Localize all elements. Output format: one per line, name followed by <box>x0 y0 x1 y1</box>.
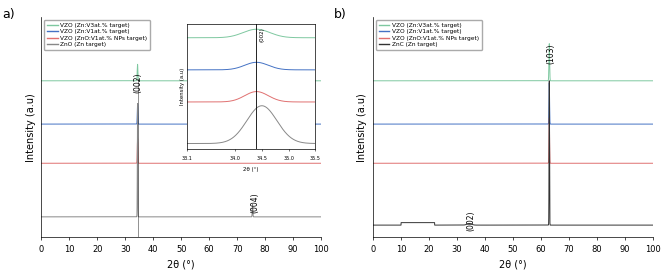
ZnC (Zn target) <box>569 224 577 227</box>
VZO (ZnO:V1at.% NPs target) <box>170 162 178 165</box>
VZO (Zn:V3at.% target) <box>569 79 577 83</box>
VZO (ZnO:V1at.% NPs target) <box>237 162 246 165</box>
VZO (Zn:V3at.% target) <box>539 79 547 83</box>
VZO (Zn:V3at.% target) <box>37 79 45 83</box>
Text: (002): (002) <box>133 73 142 93</box>
ZnC (Zn target) <box>631 224 639 227</box>
VZO (ZnO:V1at.% NPs target) <box>501 162 509 165</box>
Text: (103): (103) <box>546 43 555 64</box>
VZO (ZnO:V1at.% NPs target) <box>369 162 377 165</box>
VZO (Zn:V1at.% target) <box>545 81 553 85</box>
ZnC (Zn target) <box>539 224 547 227</box>
Text: (002): (002) <box>466 210 475 231</box>
VZO (Zn:V3at.% target) <box>369 79 377 83</box>
X-axis label: 2θ (°): 2θ (°) <box>499 260 527 270</box>
VZO (ZnO:V1at.% NPs target) <box>37 162 45 165</box>
VZO (Zn:V1at.% target) <box>107 122 115 126</box>
VZO (Zn:V1at.% target) <box>37 122 45 126</box>
VZO (ZnO:V1at.% NPs target) <box>317 162 325 165</box>
VZO (ZnO:V1at.% NPs target) <box>207 162 215 165</box>
Legend: VZO (Zn:V3at.% target), VZO (Zn:V1at.% target), VZO (ZnO:V1at.% NPs target), ZnC: VZO (Zn:V3at.% target), VZO (Zn:V1at.% t… <box>376 20 482 50</box>
VZO (Zn:V1at.% target) <box>439 122 447 126</box>
VZO (ZnO:V1at.% NPs target) <box>545 116 553 120</box>
ZnO (Zn target) <box>207 215 215 219</box>
VZO (Zn:V1at.% target) <box>369 122 377 126</box>
VZO (Zn:V1at.% target) <box>170 122 178 126</box>
Line: VZO (Zn:V3at.% target): VZO (Zn:V3at.% target) <box>41 64 321 81</box>
ZnO (Zn target) <box>237 215 246 219</box>
VZO (Zn:V3at.% target) <box>631 79 639 83</box>
VZO (Zn:V1at.% target) <box>134 102 142 105</box>
ZnO (Zn target) <box>299 215 307 219</box>
VZO (Zn:V1at.% target) <box>237 122 246 126</box>
ZnC (Zn target) <box>545 79 553 83</box>
VZO (Zn:V3at.% target) <box>134 63 142 66</box>
VZO (Zn:V3at.% target) <box>217 79 225 83</box>
VZO (Zn:V1at.% target) <box>649 122 657 126</box>
ZnO (Zn target) <box>134 102 142 105</box>
VZO (Zn:V1at.% target) <box>501 122 509 126</box>
VZO (Zn:V3at.% target) <box>317 79 325 83</box>
VZO (Zn:V3at.% target) <box>207 79 215 83</box>
VZO (Zn:V3at.% target) <box>237 79 246 83</box>
VZO (ZnO:V1at.% NPs target) <box>631 162 639 165</box>
VZO (ZnO:V1at.% NPs target) <box>217 162 225 165</box>
Y-axis label: Intensity (a.u): Intensity (a.u) <box>26 93 35 162</box>
VZO (Zn:V1at.% target) <box>549 122 557 126</box>
VZO (Zn:V1at.% target) <box>299 122 307 126</box>
VZO (ZnO:V1at.% NPs target) <box>549 162 557 165</box>
X-axis label: 2θ (°): 2θ (°) <box>167 260 195 270</box>
VZO (Zn:V1at.% target) <box>631 122 639 126</box>
Line: ZnO (Zn target): ZnO (Zn target) <box>41 103 321 217</box>
Line: VZO (Zn:V1at.% target): VZO (Zn:V1at.% target) <box>41 103 321 124</box>
Legend: VZO (Zn:V3at.% target), VZO (Zn:V1at.% target), VZO (ZnO:V1at.% NPs target), ZnO: VZO (Zn:V3at.% target), VZO (Zn:V1at.% t… <box>44 20 150 50</box>
ZnC (Zn target) <box>549 224 557 227</box>
VZO (Zn:V3at.% target) <box>649 79 657 83</box>
ZnC (Zn target) <box>501 224 509 227</box>
VZO (Zn:V1at.% target) <box>217 122 225 126</box>
VZO (Zn:V1at.% target) <box>207 122 215 126</box>
Text: a): a) <box>2 8 15 21</box>
VZO (Zn:V3at.% target) <box>170 79 178 83</box>
Text: b): b) <box>334 8 347 21</box>
VZO (ZnO:V1at.% NPs target) <box>299 162 307 165</box>
Line: VZO (Zn:V3at.% target): VZO (Zn:V3at.% target) <box>373 44 653 81</box>
VZO (Zn:V1at.% target) <box>539 122 547 126</box>
VZO (ZnO:V1at.% NPs target) <box>439 162 447 165</box>
Text: (004): (004) <box>251 192 260 213</box>
VZO (ZnO:V1at.% NPs target) <box>649 162 657 165</box>
VZO (Zn:V3at.% target) <box>501 79 509 83</box>
ZnC (Zn target) <box>649 224 657 227</box>
Line: VZO (Zn:V1at.% target): VZO (Zn:V1at.% target) <box>373 83 653 124</box>
VZO (ZnO:V1at.% NPs target) <box>107 162 115 165</box>
ZnC (Zn target) <box>439 224 447 227</box>
VZO (Zn:V3at.% target) <box>439 79 447 83</box>
VZO (ZnO:V1at.% NPs target) <box>569 162 577 165</box>
Line: VZO (ZnO:V1at.% NPs target): VZO (ZnO:V1at.% NPs target) <box>373 118 653 163</box>
Line: VZO (ZnO:V1at.% NPs target): VZO (ZnO:V1at.% NPs target) <box>41 138 321 163</box>
VZO (Zn:V3at.% target) <box>545 42 553 45</box>
VZO (Zn:V3at.% target) <box>299 79 307 83</box>
VZO (Zn:V3at.% target) <box>549 79 557 83</box>
ZnO (Zn target) <box>170 215 178 219</box>
Line: ZnC (Zn target): ZnC (Zn target) <box>373 81 653 225</box>
VZO (ZnO:V1at.% NPs target) <box>539 162 547 165</box>
Y-axis label: Intensity (a.u): Intensity (a.u) <box>357 93 367 162</box>
ZnO (Zn target) <box>107 215 115 219</box>
ZnC (Zn target) <box>369 224 377 227</box>
VZO (ZnO:V1at.% NPs target) <box>134 137 142 140</box>
ZnO (Zn target) <box>317 215 325 219</box>
VZO (Zn:V3at.% target) <box>107 79 115 83</box>
ZnO (Zn target) <box>37 215 45 219</box>
VZO (Zn:V1at.% target) <box>317 122 325 126</box>
ZnO (Zn target) <box>217 215 225 219</box>
VZO (Zn:V1at.% target) <box>569 122 577 126</box>
